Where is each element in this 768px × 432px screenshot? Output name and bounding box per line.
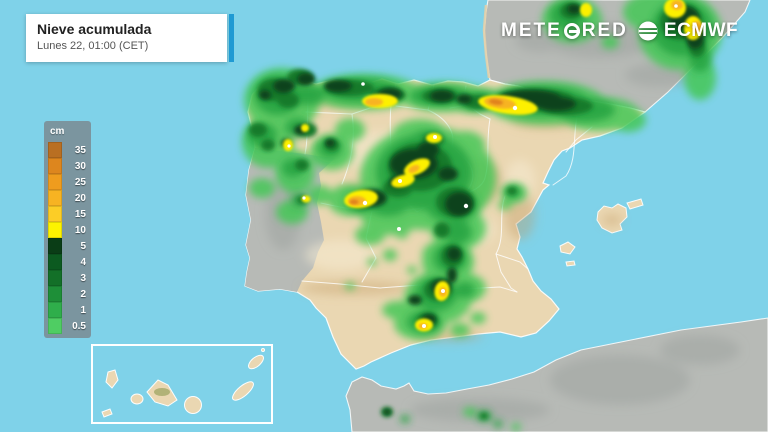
legend-row: 15 [48,206,87,222]
meteored-logo: METE RED [501,20,628,42]
ecmwf-logo: ECMWF [637,20,738,42]
meteored-text-pre: METE [501,20,562,41]
legend-rows: 35 30 25 20 15 10 5 4 3 2 1 0.5 [48,142,87,334]
legend-value: 35 [74,144,86,156]
title-accent-bar [229,14,234,62]
legend-swatch [48,270,62,286]
legend-row: 30 [48,158,87,174]
legend-value: 4 [80,256,86,268]
meteored-text-post: RED [581,20,628,41]
legend-swatch [48,158,62,174]
legend-row: 1 [48,302,87,318]
ecmwf-text: ECMWF [663,20,739,41]
map-datetime: Lunes 22, 01:00 (CET) [37,40,149,52]
legend-swatch [48,254,62,270]
legend-value: 10 [74,224,86,236]
legend-swatch [48,142,62,158]
legend-row: 25 [48,174,87,190]
legend-value: 30 [74,160,86,172]
legend-value: 0.5 [72,320,86,332]
legend-value: 1 [80,304,86,316]
map-title: Nieve acumulada [37,21,152,37]
legend-swatch [48,302,62,318]
legend-swatch [48,190,62,206]
legend-value: 15 [74,208,86,220]
legend-swatch [48,286,62,302]
legend-row: 0.5 [48,318,87,334]
canary-islands-inset [91,344,273,424]
legend-value: 2 [80,288,86,300]
snow-overlay [242,0,722,431]
legend-swatch [48,174,62,190]
legend-row: 4 [48,254,87,270]
legend-row: 10 [48,222,87,238]
peak-markers [287,4,696,328]
legend-row: 20 [48,190,87,206]
legend-unit-label: cm [50,126,65,137]
meteored-o-icon [563,23,580,39]
legend-value: 3 [80,272,86,284]
legend-row: 2 [48,286,87,302]
ecmwf-globe-icon [638,21,658,41]
brand-logos: METE RED ECMWF [501,20,738,42]
legend-row: 35 [48,142,87,158]
legend-swatch [48,206,62,222]
legend-value: 20 [74,192,86,204]
legend-value: 5 [80,240,86,252]
legend-swatch [48,318,62,334]
legend-row: 5 [48,238,87,254]
legend-row: 3 [48,270,87,286]
legend-value: 25 [74,176,86,188]
map-title-card: Nieve acumulada Lunes 22, 01:00 (CET) [26,14,234,62]
snow-legend: cm 35 30 25 20 15 10 5 4 3 2 1 0.5 [44,121,91,338]
legend-swatch [48,238,62,254]
legend-swatch [48,222,62,238]
